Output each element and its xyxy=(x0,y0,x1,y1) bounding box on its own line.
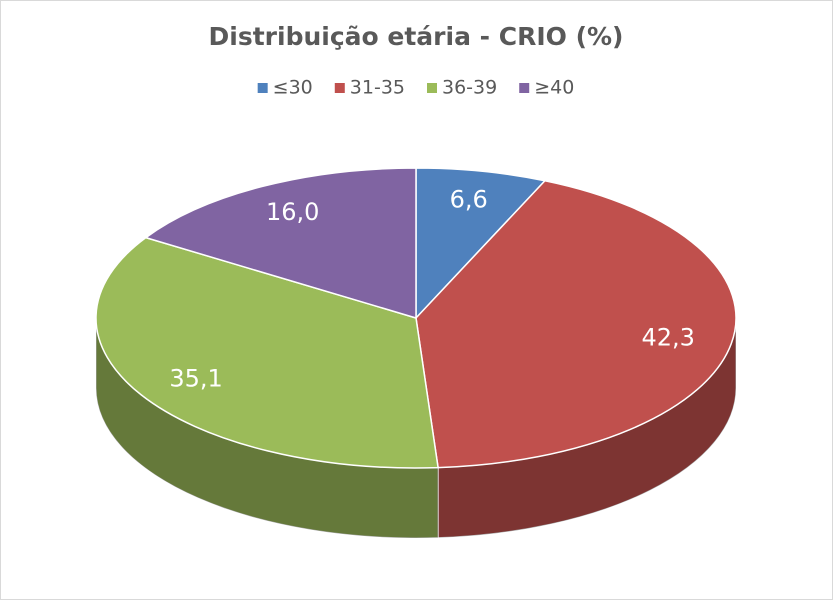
legend-swatch xyxy=(334,83,345,93)
data-label: 16,0 xyxy=(266,198,319,226)
legend-swatch xyxy=(257,83,268,93)
data-label: 6,6 xyxy=(450,186,488,214)
legend-label: 31-35 xyxy=(350,77,405,99)
legend: ≤30 31-35 36-39 ≥40 xyxy=(257,77,574,99)
pie-slice xyxy=(95,236,439,469)
legend-label: 36-39 xyxy=(442,77,497,99)
legend-label: ≤30 xyxy=(273,77,313,99)
pie-slice xyxy=(415,167,546,319)
data-label: 35,1 xyxy=(169,364,222,392)
chart-title: Distribuição etária - CRIO (%) xyxy=(209,22,624,51)
data-label: 42,3 xyxy=(641,324,694,352)
pie-slice xyxy=(415,179,737,469)
legend-swatch xyxy=(519,83,530,93)
legend-label: ≥40 xyxy=(534,77,574,99)
legend-swatch xyxy=(427,83,437,93)
pie-slice xyxy=(145,167,417,319)
